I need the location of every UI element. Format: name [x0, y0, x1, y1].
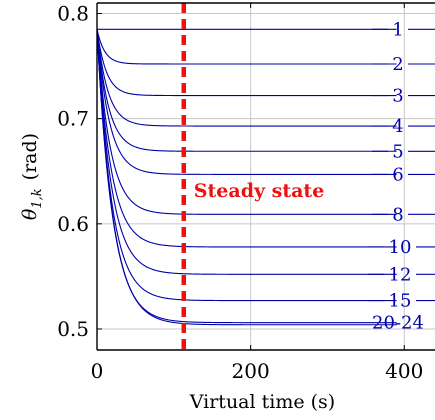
series-label-12: 12 — [389, 264, 412, 285]
series-line-6 — [96, 29, 397, 175]
series-line-15 — [96, 29, 397, 302]
series-label-15: 15 — [389, 291, 412, 312]
series-line-extra-11 — [96, 29, 397, 326]
x-axis-label: Virtual time (s) — [189, 391, 335, 413]
y-axis-subscript: 1,k — [30, 188, 45, 208]
series-label-10: 10 — [389, 237, 412, 258]
series-line-10 — [96, 29, 397, 248]
x-tick-label: 200 — [232, 359, 270, 383]
y-tick-label: 0.6 — [57, 212, 89, 236]
steady-state-marker: Steady state — [181, 3, 325, 350]
y-axis-label: θ1,k (rad) — [19, 133, 45, 220]
series-line-12 — [96, 29, 397, 275]
series-label-6: 6 — [392, 164, 403, 185]
series-line-2 — [96, 29, 397, 65]
x-tick-label: 0 — [91, 359, 104, 383]
curves — [96, 28, 397, 326]
series-line-8 — [96, 29, 397, 215]
series-line-20-24 — [96, 29, 397, 324]
y-tick-label: 0.7 — [57, 107, 89, 131]
series-label-4: 4 — [392, 116, 403, 137]
series-label-2: 2 — [392, 54, 403, 75]
series-label-3: 3 — [392, 86, 403, 107]
series-line-3 — [96, 29, 397, 97]
y-axis-unit: (rad) — [19, 133, 41, 180]
series-line-5 — [96, 29, 397, 152]
y-axis-symbol: θ — [19, 208, 41, 220]
grid — [96, 3, 435, 350]
steady-state-label: Steady state — [194, 180, 325, 202]
x-tick-label: 400 — [385, 359, 423, 383]
series-label-1: 1 — [392, 19, 403, 40]
series-label-20-24: 20-24 — [372, 313, 424, 334]
tick-labels: 0 200 400 0.5 0.6 0.7 0.8 — [57, 2, 423, 383]
y-tick-label: 0.5 — [57, 317, 89, 341]
axes — [96, 2, 435, 351]
series-label-5: 5 — [392, 141, 403, 162]
y-tick-label: 0.8 — [57, 2, 89, 26]
series-line-4 — [96, 29, 397, 127]
series-label-8: 8 — [392, 204, 403, 225]
